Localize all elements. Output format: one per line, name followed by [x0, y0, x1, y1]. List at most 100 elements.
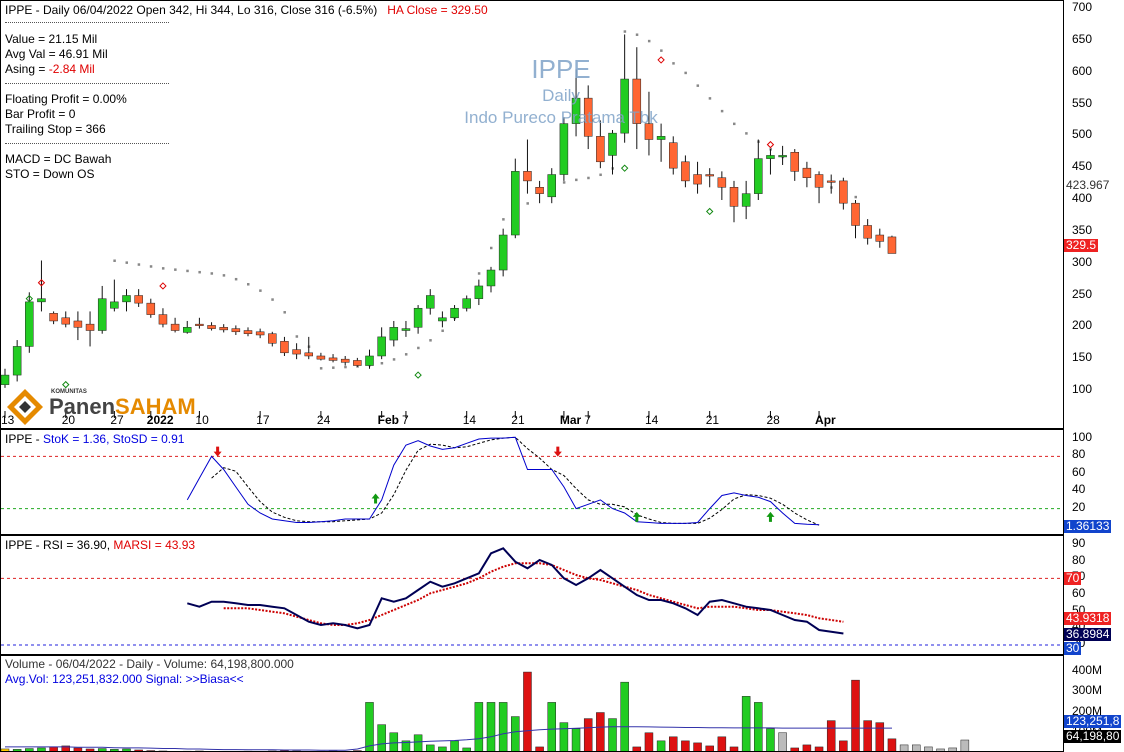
x-axis-label: 14 — [462, 413, 477, 427]
volume-bar — [656, 740, 666, 751]
volume-bar — [110, 749, 119, 751]
volume-bar — [511, 716, 520, 751]
volume-y-axis: 400M300M200M100M — [1064, 655, 1124, 752]
psar-dot — [696, 84, 700, 87]
sto-title-b: StoK = 1.36, StoSD = 0.91 — [43, 432, 185, 446]
logo-small-text: KOMUNITAS — [51, 389, 87, 395]
candle-body — [669, 142, 678, 169]
volume-bar — [705, 745, 714, 751]
candle-body — [292, 349, 301, 355]
volume-bar — [851, 679, 860, 751]
asing-value: -2.84 Mil — [48, 62, 95, 76]
candle-body — [243, 330, 253, 334]
candle-body — [231, 328, 241, 333]
psar-dot — [295, 335, 299, 338]
volume-bar — [413, 734, 423, 751]
volume-bar — [778, 732, 787, 751]
psar-dot — [575, 178, 578, 182]
candle-body — [559, 123, 569, 175]
volume-bar — [280, 750, 289, 751]
volume-bar — [547, 702, 556, 751]
volume-title: Volume - 06/04/2022 - Daily - Volume: 64… — [5, 657, 294, 671]
psar-dot — [247, 283, 250, 286]
price-pane: IPPE - Daily 06/04/2022 Open 342, Hi 344… — [0, 0, 1124, 429]
sell-arrow-icon — [213, 446, 222, 457]
candle-body — [401, 328, 411, 331]
price-y-axis: 700 650 600 550 500 450 400 350 300 250 200 150 100 — [1064, 0, 1124, 429]
volume-bar — [912, 744, 921, 751]
volume-bar — [741, 696, 751, 751]
candle-body — [304, 352, 313, 357]
psar-dot — [271, 298, 274, 301]
volume-bar — [12, 749, 22, 751]
volume-avg: Avg.Vol: 123,251,832.000 Signal: >>Biasa… — [5, 672, 244, 686]
x-axis-label: 21 — [705, 413, 720, 427]
candle-body — [851, 202, 860, 226]
volume-plot[interactable]: Volume - 06/04/2022 - Daily - Volume: 64… — [0, 655, 1064, 752]
price-tick: 300 — [1072, 254, 1093, 269]
volume-bar — [571, 728, 581, 751]
rsi-plot[interactable]: IPPE - RSI = 36.90, MARSI = 43.93 — [0, 535, 1064, 655]
psar-dot — [441, 329, 444, 333]
info-divider — [5, 22, 169, 23]
psar-dot — [392, 358, 396, 361]
price-chart — [1, 30, 897, 418]
volume-bar — [61, 745, 70, 751]
candle-body — [802, 167, 812, 178]
volume-bar — [195, 750, 204, 751]
x-axis-label: 20 — [61, 413, 76, 427]
psar-dot — [477, 272, 481, 275]
close-badge: 329.5 — [1064, 238, 1099, 252]
psar-dot — [234, 277, 238, 281]
candle-body — [316, 355, 326, 360]
psar-dot — [490, 246, 493, 250]
price-tick: 150 — [1072, 350, 1093, 365]
price-tick: 600 — [1072, 63, 1093, 78]
reversal-marker — [62, 380, 70, 389]
rsi-line — [187, 547, 844, 635]
candle-body — [705, 174, 714, 177]
volume-bar — [146, 750, 156, 751]
candle-body — [37, 298, 46, 303]
psar-dot — [186, 269, 189, 273]
candle-body — [535, 187, 544, 194]
stochastic-chart — [1, 436, 1063, 526]
psar-dot — [562, 181, 566, 184]
rsi-pane: IPPE - RSI = 36.90, MARSI = 43.93 90 80 70… — [0, 535, 1124, 655]
stoch-tick: 20 — [1072, 499, 1086, 514]
candle-body — [328, 357, 338, 361]
info-sto: STO = Down OS — [5, 167, 95, 181]
logo-mark-icon — [7, 389, 43, 425]
x-axis-label: Apr — [815, 413, 836, 427]
price-tick: 100 — [1072, 382, 1093, 396]
candle-body — [498, 234, 508, 271]
candle-body — [608, 132, 617, 156]
psar-dot — [599, 173, 602, 177]
candle-body — [693, 174, 702, 185]
avgvol-badge: 123,251,8 — [1064, 714, 1122, 728]
candle-body — [887, 236, 897, 254]
candle-body — [389, 327, 399, 341]
volume-bar — [754, 702, 763, 751]
stok-line — [186, 436, 820, 526]
volume-bar — [717, 736, 727, 751]
price-plot[interactable]: IPPE - Daily 06/04/2022 Open 342, Hi 344… — [0, 0, 1064, 429]
volume-bar — [1, 748, 10, 751]
x-axis-label: 28 — [766, 413, 780, 427]
sell-arrow-icon — [553, 446, 562, 457]
psar-dot — [623, 30, 627, 33]
psar-dot — [587, 176, 590, 180]
stochastic-plot[interactable]: IPPE - StoK = 1.36, StoSD = 0.91 — [0, 429, 1064, 535]
candle-body — [365, 355, 374, 366]
psar-dot — [684, 71, 687, 75]
volume-bar — [960, 739, 970, 751]
x-axis-label: 21 — [511, 413, 525, 427]
psar-dot — [733, 122, 736, 126]
x-axis-label: 14 — [644, 413, 659, 427]
info-trailing-stop: Trailing Stop = 366 — [5, 122, 106, 136]
marsi-line — [223, 562, 844, 626]
x-axis-label: 13 — [1, 413, 15, 427]
candle-body — [486, 269, 496, 287]
x-axis-label: Mar — [559, 413, 582, 427]
psar-dot — [283, 311, 286, 314]
